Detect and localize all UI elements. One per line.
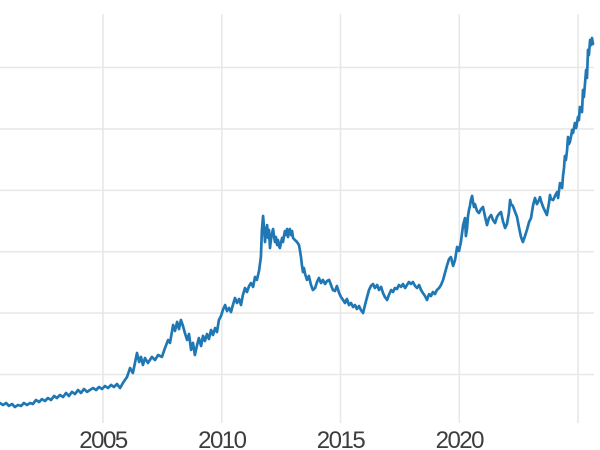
x-tick-label-2015: 2015 [316,427,366,450]
x-tick-label-2010: 2010 [198,427,247,450]
price-line-series [0,36,595,409]
x-tick-label-2020: 2020 [435,427,485,450]
x-tick-label-2005: 2005 [79,427,128,450]
